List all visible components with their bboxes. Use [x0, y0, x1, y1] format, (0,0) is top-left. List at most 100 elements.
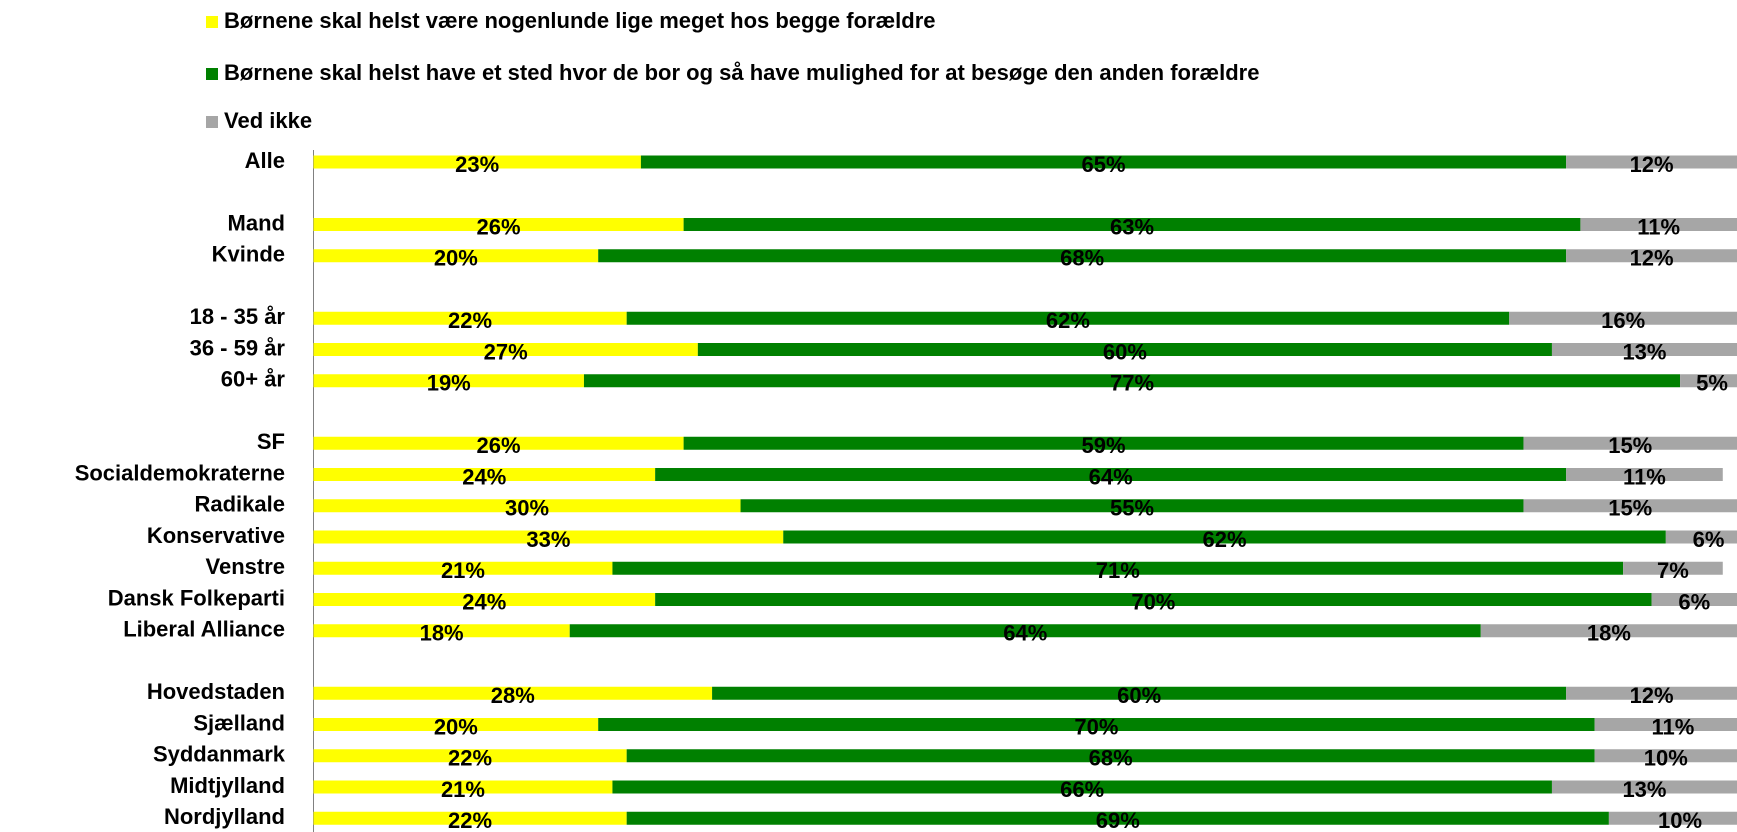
bar-segment [1523, 436, 1737, 450]
legend-swatch [206, 16, 218, 28]
data-label: 55% [1110, 496, 1154, 521]
y-tick-label: Venstre [206, 554, 286, 579]
data-label: 12% [1630, 683, 1674, 708]
data-label: 33% [526, 527, 570, 552]
y-tick-label: 60+ år [221, 367, 286, 392]
y-tick-label: Midtjylland [170, 773, 285, 798]
y-tick-label: 18 - 35 år [190, 304, 286, 329]
data-label: 12% [1630, 152, 1674, 177]
bar-segment [313, 561, 613, 575]
data-label: 22% [448, 308, 492, 333]
data-label: 66% [1060, 777, 1104, 802]
bar-segment [313, 311, 627, 325]
y-tick-label: Kvinde [212, 242, 285, 267]
bar-segment [1566, 468, 1723, 481]
data-label: 24% [462, 589, 506, 614]
bar-segment [683, 218, 1581, 231]
data-label: 70% [1131, 589, 1175, 614]
bar-segment [313, 530, 784, 544]
data-label: 63% [1110, 214, 1154, 239]
bar-segment [1566, 686, 1737, 700]
legend-swatch [206, 68, 218, 80]
data-label: 13% [1622, 339, 1666, 364]
data-label: 68% [1089, 746, 1133, 771]
y-tick-label: Socialdemokraterne [75, 460, 285, 485]
bar-segment [655, 468, 1567, 481]
data-label: 23% [455, 152, 499, 177]
y-tick-label: Liberal Alliance [123, 617, 285, 642]
bar-segment [598, 718, 1595, 731]
data-label: 7% [1657, 558, 1689, 583]
bar-segment [1651, 593, 1737, 606]
bar-segment [1551, 343, 1737, 356]
data-label: 6% [1693, 527, 1725, 552]
bar-segment [313, 593, 656, 606]
data-label: 18% [1587, 621, 1631, 646]
bar-segment [612, 780, 1552, 794]
bar-segment [313, 374, 584, 388]
bar-segment [313, 436, 684, 450]
legend-label: Ved ikke [224, 108, 312, 133]
data-label: 77% [1110, 371, 1154, 396]
data-label: 28% [491, 683, 535, 708]
bar-segment [313, 811, 627, 825]
data-label: 10% [1644, 746, 1688, 771]
data-label: 12% [1630, 246, 1674, 271]
y-tick-label: 36 - 59 år [190, 335, 286, 360]
bar-segment [1608, 811, 1737, 825]
bar-segment [313, 249, 599, 263]
y-tick-label: Syddanmark [153, 742, 286, 767]
data-label: 26% [477, 214, 521, 239]
legend-label: Børnene skal helst have et sted hvor de … [224, 60, 1259, 85]
bar-segment [583, 374, 1681, 388]
data-label: 65% [1082, 152, 1126, 177]
bar-segment [697, 343, 1552, 356]
y-tick-label: Sjælland [193, 710, 285, 735]
data-label: 71% [1096, 558, 1140, 583]
data-label: 64% [1089, 464, 1133, 489]
data-label: 26% [477, 433, 521, 458]
data-label: 60% [1117, 683, 1161, 708]
bar-segment [313, 343, 698, 356]
bar-segment [1580, 218, 1737, 231]
bar-segment [1680, 374, 1737, 388]
data-label: 20% [434, 714, 478, 739]
data-label: 70% [1074, 714, 1118, 739]
bar-segment [1551, 780, 1737, 794]
data-label: 10% [1658, 808, 1702, 832]
y-tick-label: Radikale [195, 492, 286, 517]
data-label: 24% [462, 464, 506, 489]
bar-segment [1566, 155, 1737, 169]
bar-segment [313, 780, 613, 794]
data-label: 68% [1060, 246, 1104, 271]
data-label: 15% [1608, 433, 1652, 458]
bar-segment [612, 561, 1624, 575]
bar-segment [1623, 561, 1723, 575]
bar-segment [313, 749, 627, 763]
data-label: 22% [448, 746, 492, 771]
bar-segment [626, 811, 1609, 825]
data-label: 62% [1203, 527, 1247, 552]
data-label: 13% [1622, 777, 1666, 802]
data-label: 21% [441, 777, 485, 802]
legend-label: Børnene skal helst være nogenlunde lige … [224, 8, 936, 33]
data-label: 27% [484, 339, 528, 364]
data-label: 20% [434, 246, 478, 271]
data-label: 11% [1637, 214, 1680, 239]
bar-segment [569, 624, 1481, 638]
bar-segment [1594, 749, 1737, 763]
data-label: 11% [1652, 714, 1695, 739]
bar-segment [1480, 624, 1737, 638]
y-tick-label: Konservative [147, 523, 285, 548]
y-tick-label: Dansk Folkeparti [108, 585, 285, 610]
bar-segment [313, 468, 656, 481]
bar-segment [598, 249, 1567, 263]
data-label: 11% [1623, 464, 1666, 489]
bar-segment [313, 218, 684, 231]
data-label: 19% [427, 371, 471, 396]
bar-segment [313, 718, 599, 731]
bar-segment [313, 155, 641, 169]
bar-segment [626, 311, 1510, 325]
bar-segment [655, 593, 1652, 606]
